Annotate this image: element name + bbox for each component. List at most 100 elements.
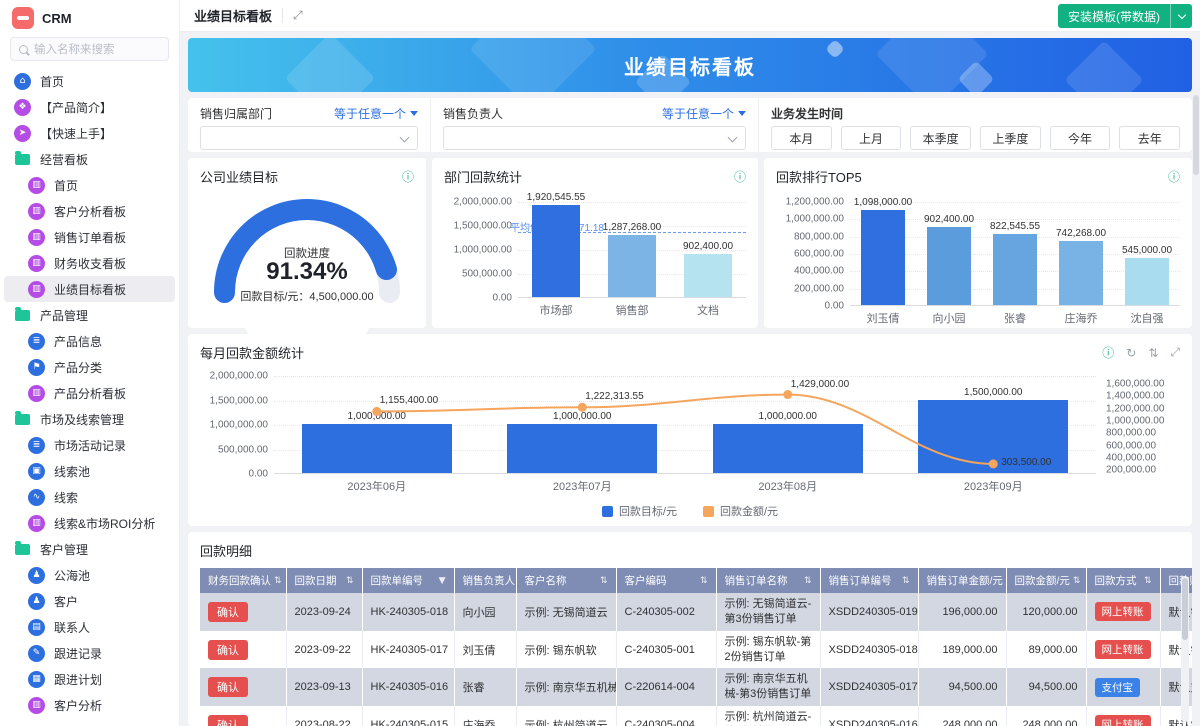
- sort-icon[interactable]: ⇅: [1143, 575, 1152, 586]
- column-header[interactable]: 销售订单编号 ⇅: [820, 568, 919, 593]
- column-header[interactable]: 回款日期 ⇅: [286, 568, 363, 593]
- kpi-charts-row: 公司业绩目标 ⓘ 回款进度 91.34% 回款目标/元：4,500,000.00…: [188, 158, 1192, 385]
- column-header[interactable]: 回款单编号 ▼: [362, 568, 455, 593]
- sidebar-item-contact[interactable]: ▤ 联系人: [4, 614, 175, 640]
- bar-2023年06月[interactable]: 1,000,000.00: [301, 411, 452, 473]
- sidebar-item-market-activity[interactable]: ≣ 市场活动记录: [4, 432, 175, 458]
- info-icon[interactable]: ⓘ: [401, 170, 414, 184]
- quickstart-icon: ➤: [14, 124, 31, 142]
- sidebar-item-public-pool[interactable]: ♟ 公海池: [4, 562, 175, 588]
- column-header[interactable]: 客户名称 ⇅: [516, 568, 617, 593]
- fullscreen-expand-icon[interactable]: ⤢: [282, 8, 303, 23]
- scrollbar-thumb[interactable]: [1182, 578, 1188, 640]
- bar-庄海乔[interactable]: 742,268.00: [1056, 228, 1106, 305]
- sidebar-item-follow-plan[interactable]: ▦ 跟进计划: [4, 666, 175, 692]
- bar-销售部[interactable]: 1,287,268.00: [603, 222, 661, 297]
- sidebar-item-product-mgmt[interactable]: 产品管理: [4, 302, 175, 328]
- filter-bar: 销售归属部门 等于任意一个 销售负责人 等于任意一个 业务发生时间 本月 上月 本季…: [188, 98, 1192, 152]
- sidebar-item-market-lead-mgmt[interactable]: 市场及线索管理: [4, 406, 175, 432]
- bar-刘玉倩[interactable]: 1,098,000.00: [854, 197, 912, 305]
- confirm-button[interactable]: 确认: [208, 601, 248, 622]
- sidebar-item-product-intro[interactable]: ❖ 【产品简介】: [4, 94, 175, 120]
- bar-向小园[interactable]: 902,400.00: [924, 214, 974, 305]
- legend-item[interactable]: 回款金额/元: [703, 503, 778, 519]
- time-button-3[interactable]: 本季度: [910, 126, 972, 150]
- sidebar-item-lead-pool[interactable]: ▣ 线索池: [4, 458, 175, 484]
- sidebar-item-customer[interactable]: ♟ 客户: [4, 588, 175, 614]
- column-header[interactable]: 回款金额/元 ⇅: [1006, 568, 1087, 593]
- sort-desc-icon[interactable]: ▼: [438, 575, 446, 586]
- dept-operator-dropdown[interactable]: 等于任意一个: [334, 105, 418, 122]
- sidebar-item-product-category[interactable]: ⚑ 产品分类: [4, 354, 175, 380]
- column-header[interactable]: 销售负责人⇅: [454, 568, 517, 593]
- monthly-collection-chart: 2,000,000.00 1,500,000.00 1,000,000.00 500,…: [200, 371, 1180, 494]
- sidebar-item-board-home[interactable]: ▥ 首页: [4, 172, 175, 198]
- table-cell: 向小园: [454, 593, 517, 631]
- confirm-button[interactable]: 确认: [208, 639, 248, 660]
- sidebar-item-customer-analysis-board[interactable]: ▥ 客户分析看板: [4, 198, 175, 224]
- column-header[interactable]: 销售订单名称 ⇅: [716, 568, 821, 593]
- sidebar-item-label: 跟进计划: [54, 672, 103, 687]
- confirm-button[interactable]: 确认: [208, 677, 248, 698]
- install-template-button[interactable]: 安装模板(带数据): [1058, 4, 1192, 28]
- sidebar-item-label: 产品信息: [54, 334, 103, 349]
- sort-icon[interactable]: ⇅: [803, 575, 812, 586]
- sidebar-item-performance-board[interactable]: ▥ 业绩目标看板: [4, 276, 175, 302]
- refresh-icon[interactable]: ↻: [1126, 345, 1137, 360]
- fullscreen-icon[interactable]: ⤢: [1170, 345, 1180, 359]
- sidebar-item-quick-start[interactable]: ➤ 【快速上手】: [4, 120, 175, 146]
- time-button-2[interactable]: 上月: [840, 126, 902, 150]
- bar-2023年07月[interactable]: 1,000,000.00: [507, 411, 658, 473]
- sidebar-item-lead[interactable]: ∿ 线索: [4, 484, 175, 510]
- legend-item[interactable]: 回款目标/元: [601, 503, 677, 519]
- sidebar-item-customer-mgmt[interactable]: 客户管理: [4, 536, 175, 562]
- sort-icon[interactable]: ⇅: [274, 575, 282, 586]
- sidebar-item-sales-order-board[interactable]: ▥ 销售订单看板: [4, 224, 175, 250]
- column-header[interactable]: 销售订单金额/元⇅: [918, 568, 1007, 593]
- bar-2023年08月[interactable]: 1,000,000.00: [712, 411, 863, 473]
- confirm-button[interactable]: 确认: [208, 714, 248, 726]
- info-icon[interactable]: ⓘ: [733, 170, 746, 184]
- info-icon[interactable]: ⓘ: [1102, 346, 1115, 360]
- sort-icon[interactable]: ⇅: [901, 575, 910, 586]
- dept-select[interactable]: [200, 126, 418, 150]
- bar-沈自强[interactable]: 545,000.00: [1122, 245, 1172, 305]
- chevron-down-icon[interactable]: [1170, 4, 1192, 28]
- time-button-6[interactable]: 去年: [1119, 126, 1181, 150]
- sort-icon[interactable]: ⇅: [345, 575, 354, 586]
- sort-icon[interactable]: ⇅: [1072, 575, 1081, 586]
- sort-icon[interactable]: ⇅: [1148, 345, 1159, 360]
- sidebar-item-product-info[interactable]: ≣ 产品信息: [4, 328, 175, 354]
- table-cell: XSDD240305-017: [820, 668, 919, 707]
- column-header[interactable]: 客户编码 ⇅: [616, 568, 717, 593]
- sidebar-item-finance-board[interactable]: ▥ 财务收支看板: [4, 250, 175, 276]
- owner-operator-dropdown[interactable]: 等于任意一个: [662, 105, 746, 122]
- column-header[interactable]: 财务回款确认 ⇅: [200, 568, 287, 593]
- tab-performance-dashboard[interactable]: 业绩目标看板: [194, 9, 273, 24]
- sidebar-item-home[interactable]: ⌂ 首页: [4, 68, 175, 94]
- info-icon[interactable]: ⓘ: [1167, 170, 1180, 184]
- bar-市场部[interactable]: 1,920,545.55: [527, 192, 585, 297]
- owner-select[interactable]: [443, 126, 746, 150]
- sidebar-item-follow-record[interactable]: ✎ 跟进记录: [4, 640, 175, 666]
- table-scrollbar[interactable]: [1181, 576, 1189, 722]
- bar-文档[interactable]: 902,400.00: [683, 241, 733, 297]
- bar-张睿[interactable]: 822,545.55: [990, 221, 1040, 305]
- main-scrollbar-thumb[interactable]: [1193, 95, 1199, 175]
- sidebar-item-business-boards[interactable]: 经营看板: [4, 146, 175, 172]
- table-cell: 示例: 锡东帆软: [516, 630, 617, 669]
- time-button-1[interactable]: 本月: [771, 126, 832, 150]
- time-button-5[interactable]: 今年: [1049, 126, 1111, 150]
- sidebar-search-input[interactable]: 输入名称来搜索: [10, 37, 169, 61]
- time-button-4[interactable]: 上季度: [980, 126, 1041, 150]
- sort-icon[interactable]: ⇅: [699, 575, 708, 586]
- bar-2023年09月[interactable]: 1,500,000.00: [918, 387, 1069, 473]
- table-row: 确认 2023-08-22 HK-240305-015 庄海乔 示例: 杭州简道云 C-2…: [200, 706, 1192, 726]
- column-header[interactable]: 回款方式 ⇅: [1086, 568, 1161, 593]
- right-axis-tick: 600,000.00: [1106, 440, 1157, 452]
- sidebar-item-lead-roi[interactable]: ▥ 线索&市场ROI分析: [4, 510, 175, 536]
- sidebar-item-customer-analysis[interactable]: ▥ 客户分析: [4, 692, 175, 718]
- person-icon: ♟: [28, 592, 45, 610]
- sort-icon[interactable]: ⇅: [599, 575, 608, 586]
- sidebar-item-product-analysis-board[interactable]: ▥ 产品分析看板: [4, 380, 175, 406]
